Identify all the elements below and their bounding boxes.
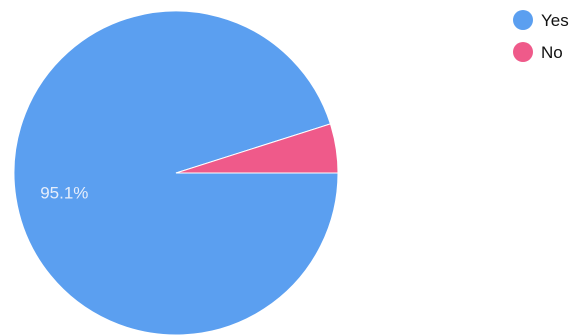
pie-data-labels: 95.1%	[40, 184, 88, 203]
legend-label-no: No	[541, 43, 563, 62]
legend: Yes No	[513, 10, 569, 62]
legend-swatch-yes	[513, 10, 533, 30]
legend-item-no: No	[513, 42, 563, 62]
legend-item-yes: Yes	[513, 10, 569, 30]
pie-slice-no	[175, 123, 339, 174]
pie-slices	[13, 10, 339, 335]
legend-label-yes: Yes	[541, 11, 569, 30]
legend-swatch-no	[513, 42, 533, 62]
data-label-yes: 95.1%	[40, 184, 88, 203]
